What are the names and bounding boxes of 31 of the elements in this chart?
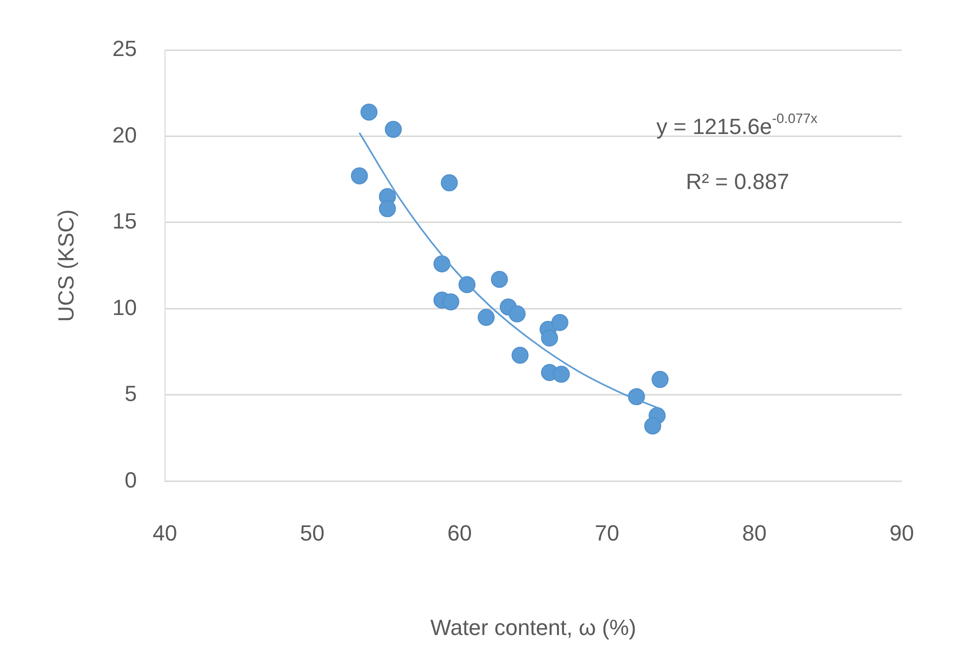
- point: [442, 293, 460, 310]
- point: [652, 370, 669, 388]
- y-tick-label: 15: [112, 208, 137, 234]
- point: [433, 255, 450, 272]
- x-tick-label: 70: [594, 520, 620, 546]
- y-tick-label: 20: [112, 122, 137, 148]
- point: [512, 346, 529, 364]
- point: [508, 305, 526, 322]
- point: [490, 270, 508, 288]
- x-tick-label: 60: [447, 520, 472, 546]
- x-tick-label: 80: [742, 520, 767, 546]
- y-tick-label: 0: [124, 467, 137, 492]
- point: [440, 174, 458, 192]
- point: [644, 418, 662, 435]
- point: [384, 120, 402, 138]
- x-tick-label: 40: [152, 520, 178, 546]
- x-tick-label: 50: [300, 520, 324, 546]
- annotation: R² = 0.887: [686, 169, 790, 194]
- point: [552, 366, 570, 383]
- point: [478, 308, 495, 326]
- point: [350, 167, 368, 184]
- point: [541, 330, 558, 347]
- x-axis-title: Water content, ω (%): [430, 614, 636, 640]
- x-tick-label: 90: [890, 520, 914, 546]
- y-tick-label: 5: [124, 381, 137, 406]
- point: [551, 314, 568, 332]
- point: [360, 104, 378, 121]
- y-axis-title: UCS (KSC): [53, 209, 78, 322]
- y-tick-label: 10: [112, 294, 137, 320]
- point: [378, 200, 396, 218]
- y-tick-label: 25: [112, 36, 137, 62]
